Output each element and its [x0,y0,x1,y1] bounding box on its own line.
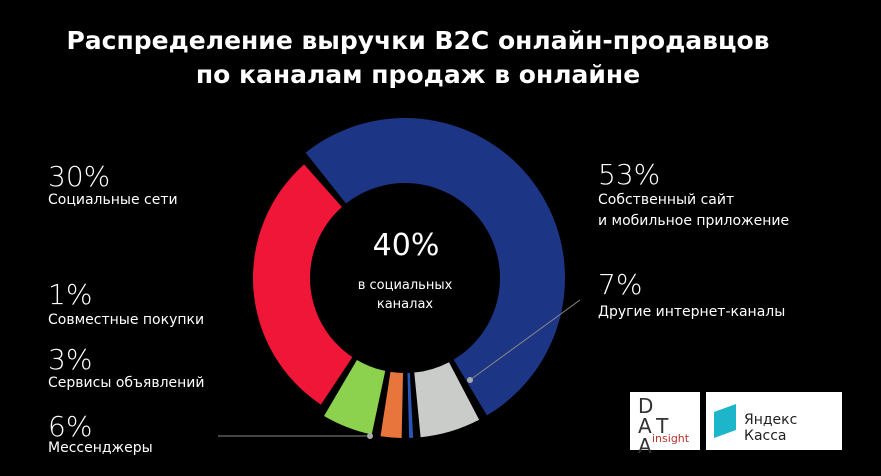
donut-segment [407,372,414,438]
category-label: Сервисы объявлений [48,375,205,391]
logo-yandex-kassa: Яндекс Касса [706,392,842,450]
category-label: Мессенджеры [48,440,153,456]
value-label: 1% [48,278,93,311]
center-text: в социальных каналах [357,278,453,312]
category-label: Собственный сайт и мобильное приложение [598,192,790,229]
leader-line [469,299,581,381]
value-label: 3% [48,343,93,376]
logo-text: DATA [638,394,675,458]
logo-text: insight [652,432,690,445]
value-label: 7% [598,268,643,301]
value-label: 53% [598,158,661,191]
category-label: Другие интернет-каналы [598,304,786,320]
logo-icon [714,403,736,439]
leader-dot [367,433,373,439]
leader-dot [467,377,473,383]
donut-segment [414,362,480,438]
logo-data-insight: DATA insight [630,392,700,456]
value-label: 6% [48,410,93,443]
donut-segment [380,371,404,438]
logo-text: Яндекс Касса [744,412,798,444]
category-label: Совместные покупки [48,312,205,328]
donut-segment [305,118,565,416]
donut-segment [324,359,386,435]
center-value: 40% [372,228,440,263]
title: Распределение выручки B2C онлайн-продавц… [66,26,770,89]
donut-segment [252,164,353,405]
category-label: Социальные сети [48,192,178,208]
value-label: 30% [48,160,111,193]
